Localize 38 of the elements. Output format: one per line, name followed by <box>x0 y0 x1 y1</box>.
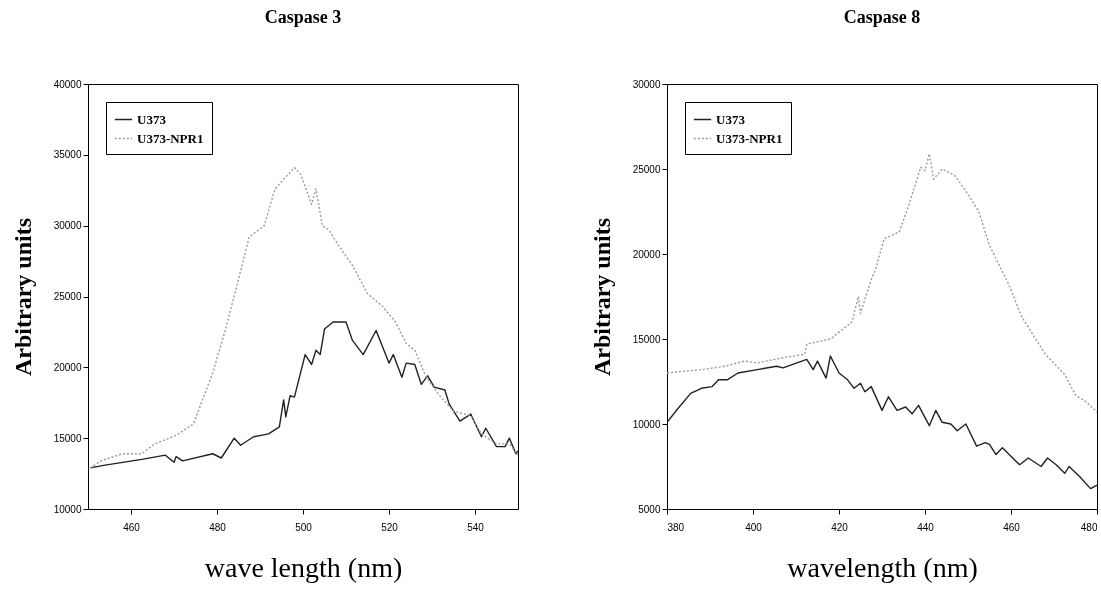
y-tick-label: 15000 <box>53 432 82 444</box>
x-tick-label: 480 <box>1080 521 1098 533</box>
y-tick-label: 20000 <box>632 248 661 260</box>
y-axis-title: Arbitrary units <box>9 218 36 376</box>
x-tick-label: 380 <box>667 521 685 533</box>
y-tick-label: 5000 <box>638 503 661 515</box>
y-axis-title: Arbitrary units <box>588 218 615 376</box>
x-tick-label: 500 <box>295 521 313 533</box>
y-tick-label: 30000 <box>632 78 661 90</box>
legend-label: U373 <box>716 111 746 127</box>
x-tick-label: 420 <box>831 521 849 533</box>
y-tick-label: 35000 <box>53 149 82 161</box>
chart-title: Caspase 8 <box>843 7 921 27</box>
x-tick-label: 480 <box>209 521 227 533</box>
line-series <box>89 166 518 469</box>
y-tick-label: 20000 <box>53 361 82 373</box>
line-series <box>667 153 1097 413</box>
legend-label: U373 <box>137 111 167 127</box>
y-tick-label: 30000 <box>53 220 82 232</box>
y-tick-label: 25000 <box>632 163 661 175</box>
line-series <box>89 321 518 469</box>
x-tick-label: 440 <box>917 521 935 533</box>
y-tick-label: 15000 <box>632 333 661 345</box>
x-tick-label: 540 <box>467 521 485 533</box>
x-tick-label: 460 <box>1003 521 1021 533</box>
chart-title: Caspase 3 <box>264 7 342 27</box>
y-tick-label: 40000 <box>53 78 82 90</box>
x-tick-label: 400 <box>745 521 763 533</box>
line-series <box>667 355 1097 490</box>
x-tick-label: 460 <box>123 521 141 533</box>
legend-label: U373-NPR1 <box>716 130 783 146</box>
x-axis-title: wave length (nm) <box>204 551 403 583</box>
x-tick-label: 520 <box>381 521 399 533</box>
legend-label: U373-NPR1 <box>137 130 204 146</box>
y-tick-label: 10000 <box>632 418 661 430</box>
x-axis-title: wavelength (nm) <box>787 551 978 583</box>
y-tick-label: 10000 <box>53 503 82 515</box>
y-tick-label: 25000 <box>53 291 82 302</box>
